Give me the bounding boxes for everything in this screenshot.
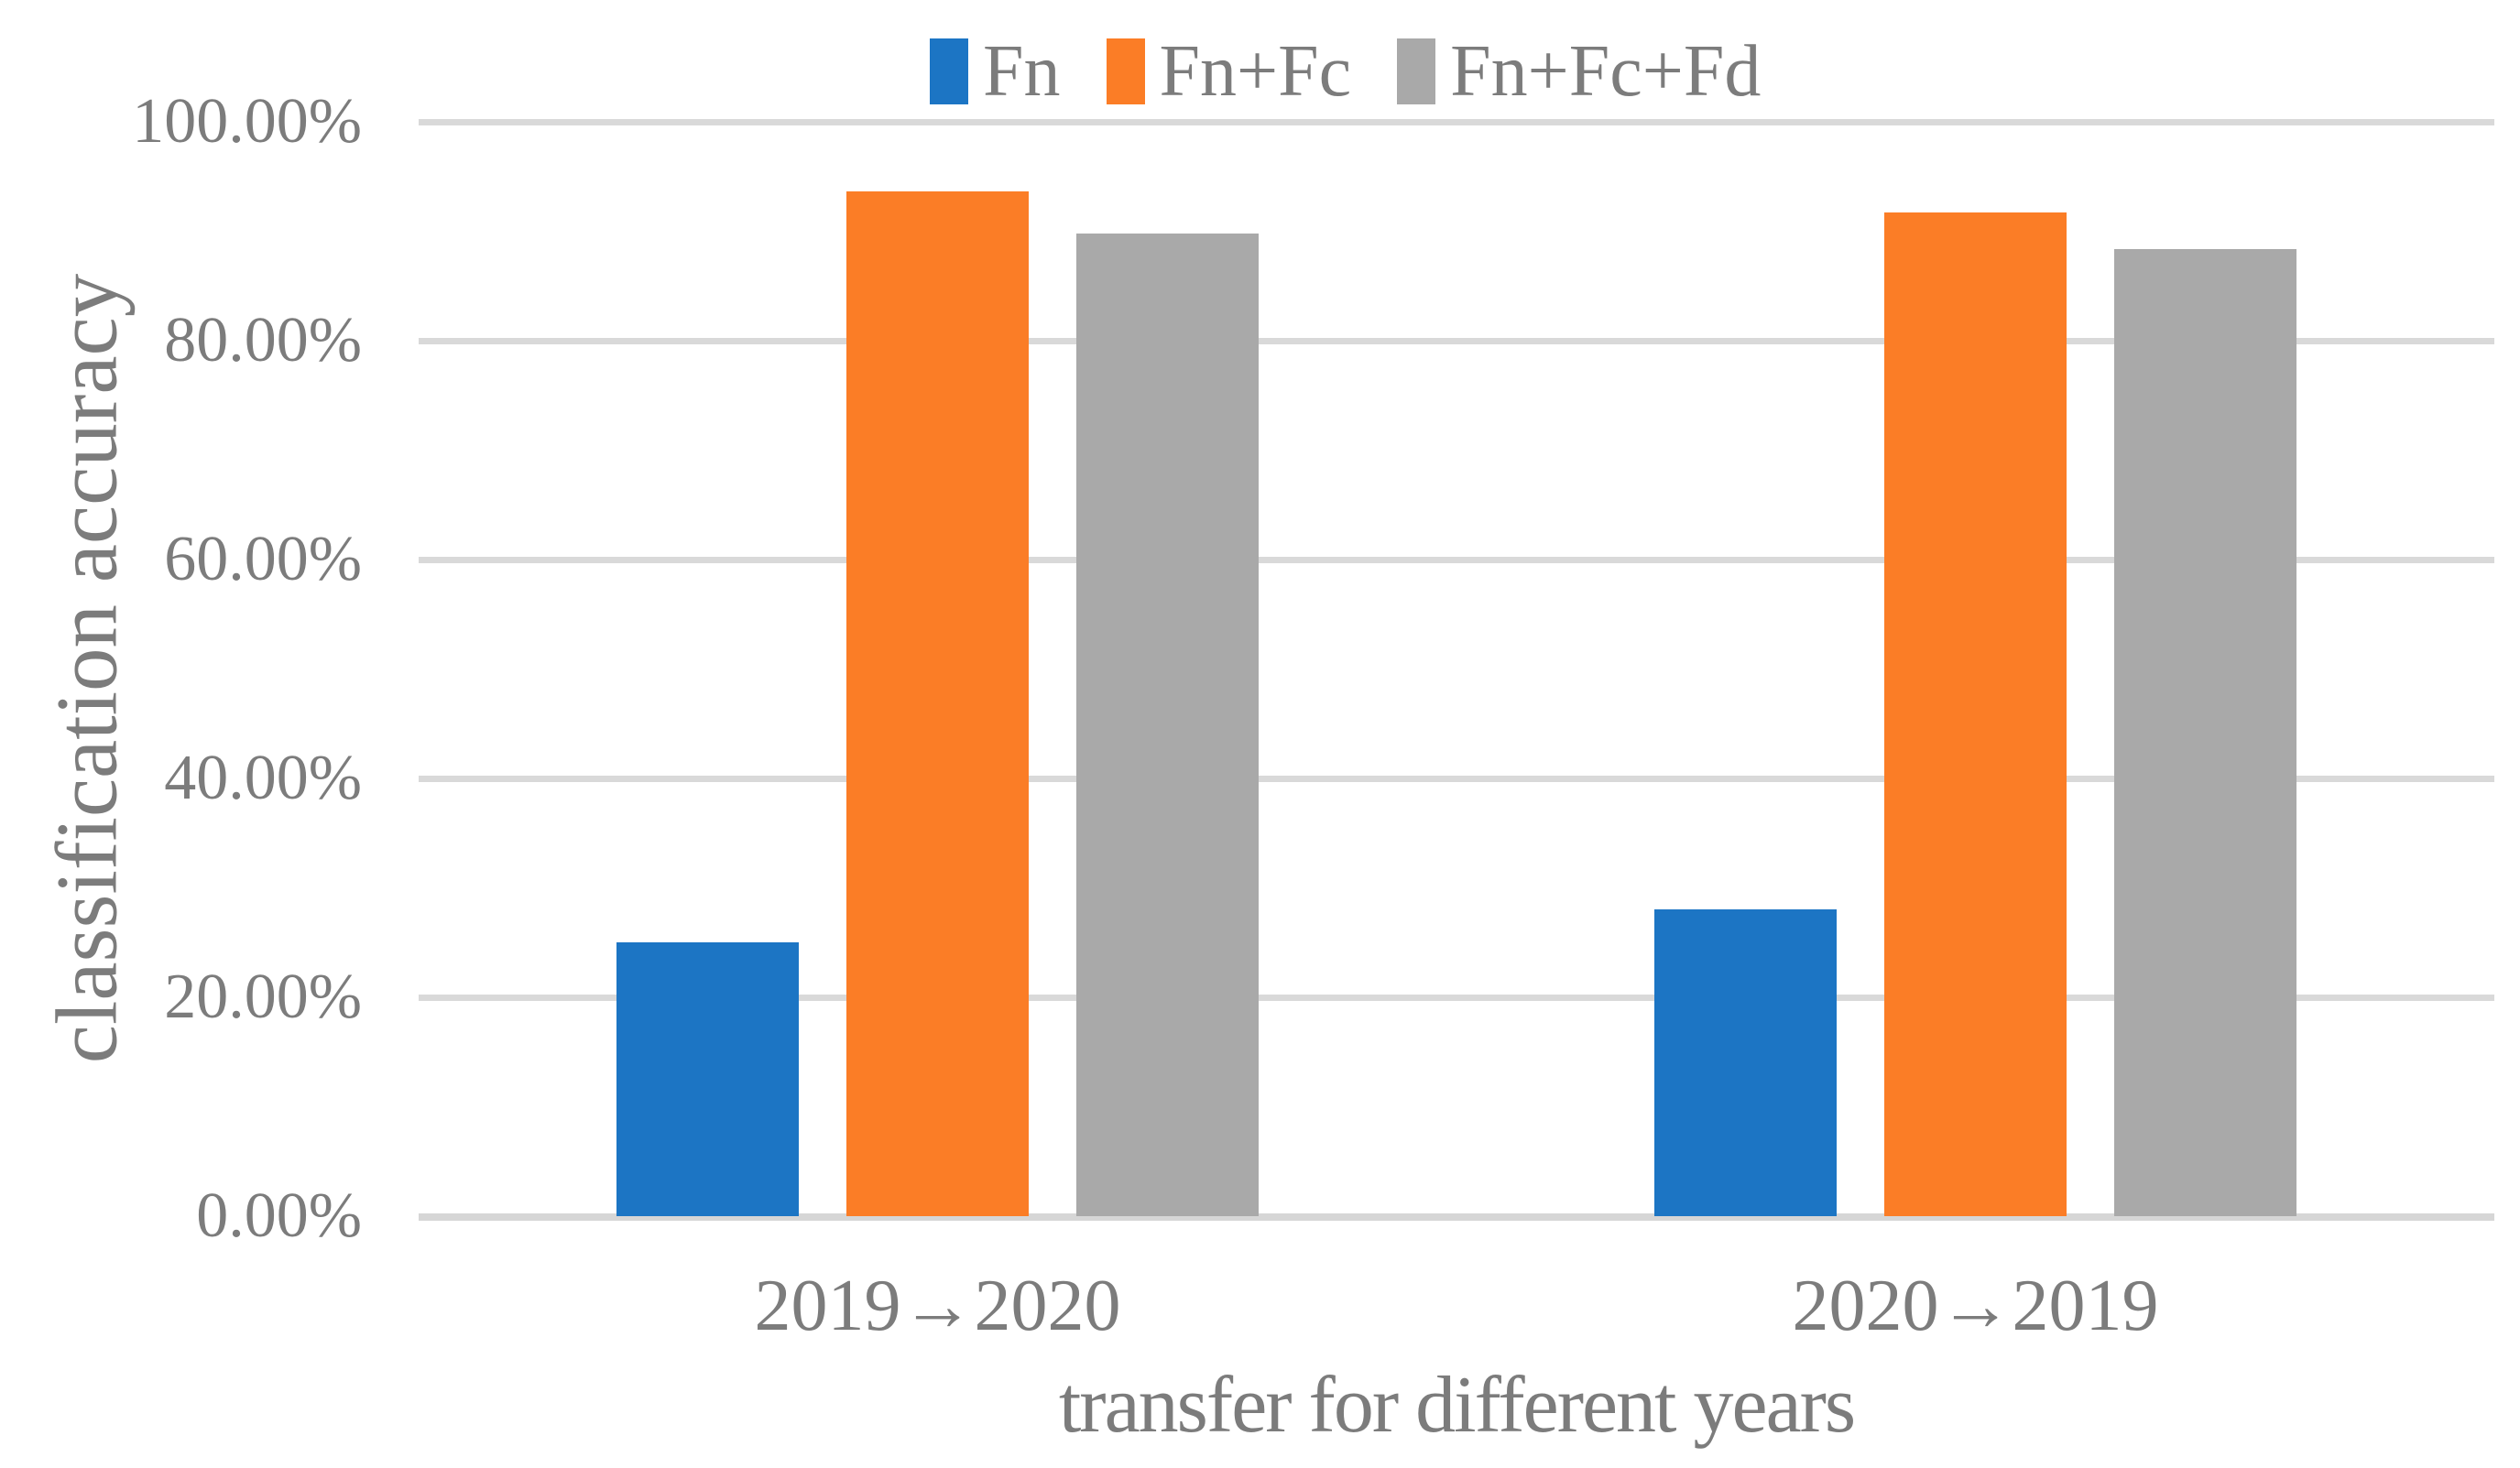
bar-Fn+Fc-2020→2019 <box>1884 212 2067 1216</box>
legend-swatch-icon <box>1106 38 1145 104</box>
bar-Fn+Fc-2019→2020 <box>846 191 1029 1216</box>
gridline <box>419 119 2494 125</box>
y-tick-label: 100.00% <box>132 86 362 157</box>
y-tick-label: 0.00% <box>196 1180 362 1251</box>
legend-swatch-icon <box>930 38 968 104</box>
bar-Fn+Fc+Fd-2020→2019 <box>2114 248 2296 1216</box>
bar-Fn-2020→2019 <box>1654 909 1837 1216</box>
legend-item-Fn: Fn <box>930 35 1061 108</box>
gridline <box>419 557 2494 563</box>
legend-item-Fn+Fc+Fd: Fn+Fc+Fd <box>1397 35 1761 108</box>
legend-item-Fn+Fc: Fn+Fc <box>1106 31 1352 112</box>
y-tick-label: 80.00% <box>164 305 362 375</box>
y-axis-title: classification accuracy <box>38 273 136 1064</box>
x-axis-line <box>419 1213 2494 1221</box>
x-tick-label: 2019→2020 <box>754 1266 1121 1346</box>
chart-legend: Fn Fn+Fc Fn+Fc+Fd <box>930 35 1761 108</box>
gridline <box>419 776 2494 782</box>
bar-Fn+Fc+Fd-2019→2020 <box>1076 233 1259 1216</box>
x-axis-title: transfer for different years <box>1058 1361 1856 1450</box>
bar-Fn-2019→2020 <box>616 942 799 1216</box>
legend-label: Fn+Fc+Fd <box>1450 31 1762 112</box>
gridline <box>419 338 2494 344</box>
y-tick-label: 20.00% <box>164 962 362 1032</box>
legend-swatch-icon <box>1397 38 1436 104</box>
legend-label: Fn+Fc <box>1159 31 1352 112</box>
y-tick-label: 40.00% <box>164 743 362 813</box>
legend-label: Fn <box>983 31 1061 112</box>
y-tick-label: 60.00% <box>164 524 362 594</box>
gridline <box>419 995 2494 1001</box>
x-tick-label: 2020→2019 <box>1792 1266 2159 1346</box>
